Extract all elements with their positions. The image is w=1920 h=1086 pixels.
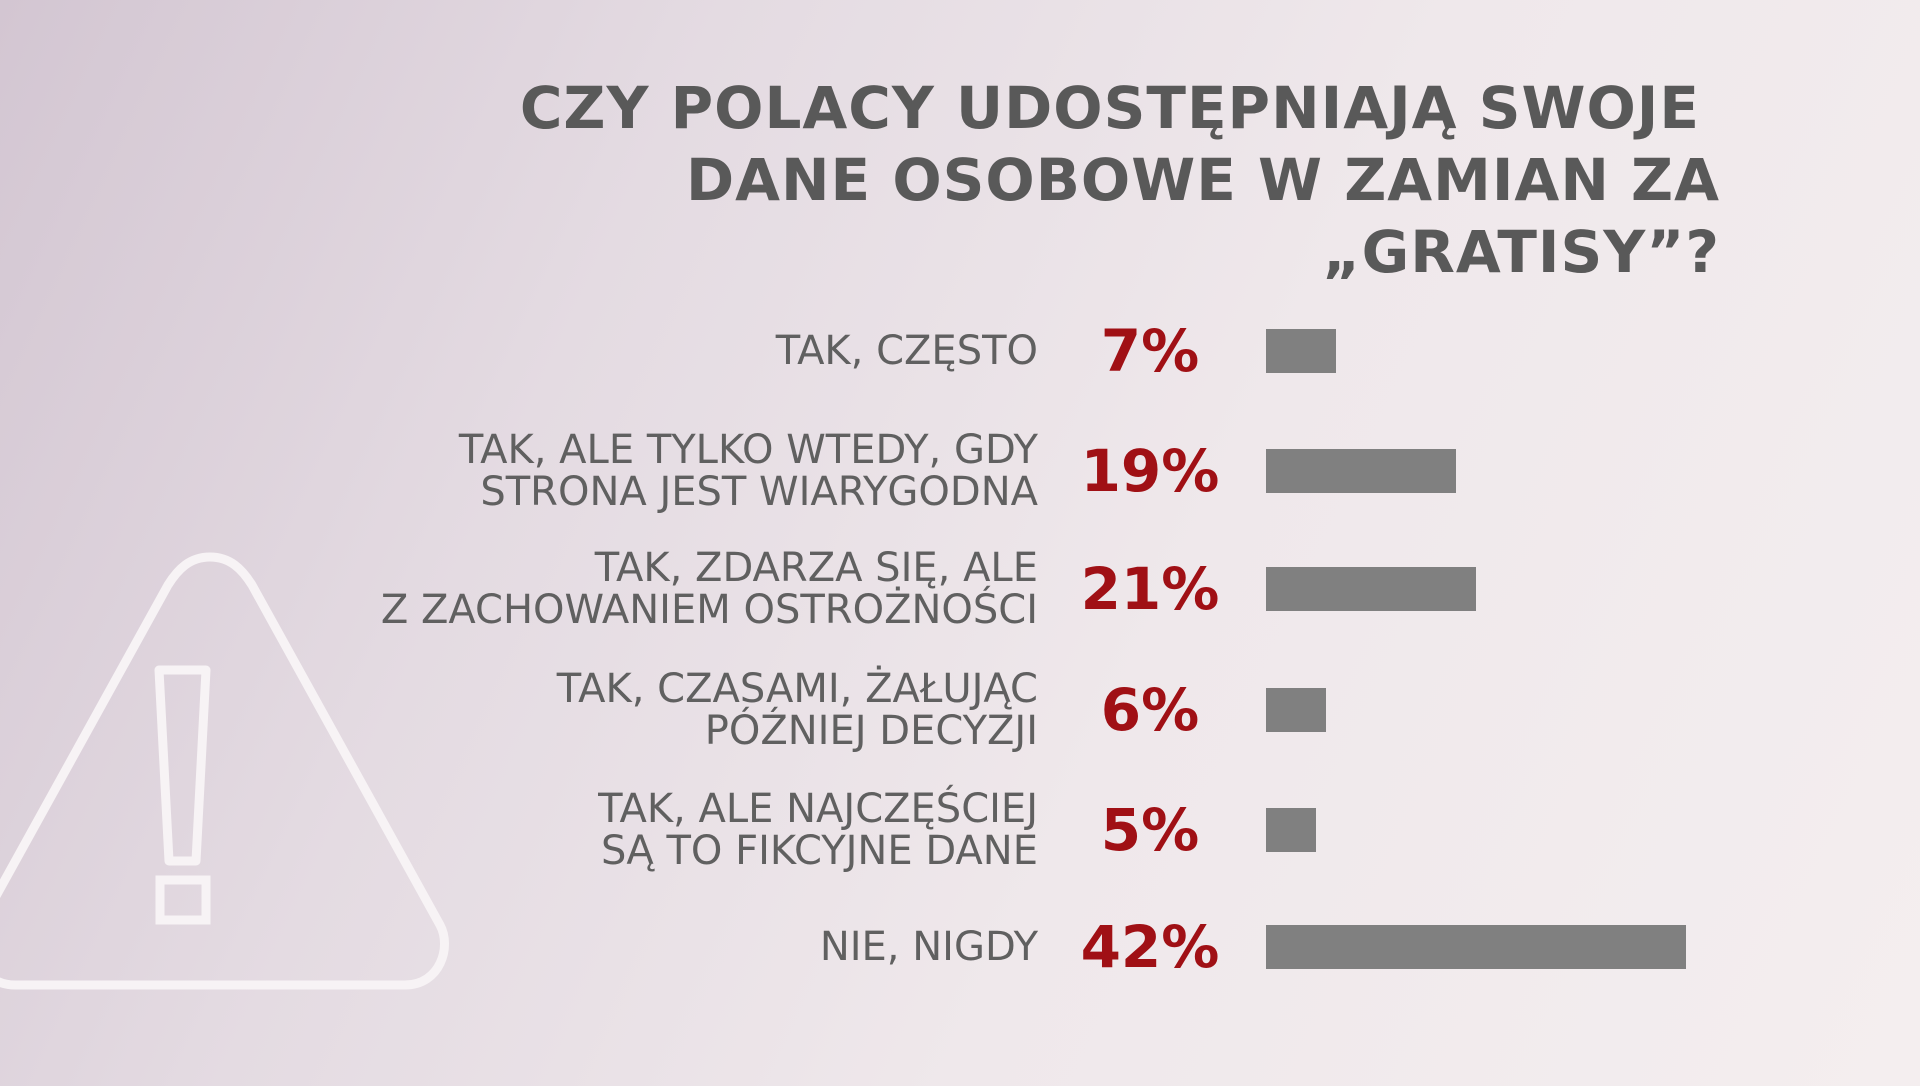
category-label-line: SĄ TO FIKCYJNE DANE	[601, 828, 1038, 874]
bar	[1266, 567, 1476, 611]
bar	[1266, 688, 1326, 732]
category-label-line: TAK, ALE TYLKO WTEDY, GDY	[458, 427, 1038, 473]
chart-title-line-2: DANE OSOBOWE W ZAMIAN ZA „GRATISY”?	[685, 146, 1720, 286]
category-label-line: PÓŹNIEJ DECYZJI	[704, 708, 1038, 754]
value-label: 6%	[1100, 676, 1200, 744]
bar	[1266, 329, 1336, 373]
value-label: 7%	[1100, 317, 1200, 385]
warning-triangle-icon	[0, 552, 449, 990]
chart-title: CZY POLACY UDOSTĘPNIAJĄ SWOJE DANE OSOBO…	[320, 72, 1720, 288]
bar	[1266, 808, 1316, 852]
category-label-line: TAK, CZASAMI, ŻAŁUJĄC	[556, 666, 1038, 712]
category-label-line: TAK, ALE NAJCZĘŚCIEJ	[598, 786, 1038, 832]
value-label: 21%	[1080, 555, 1220, 623]
category-label: NIE, NIGDY	[238, 926, 1038, 968]
category-label: TAK, ALE NAJCZĘŚCIEJ SĄ TO FIKCYJNE DANE	[238, 788, 1038, 872]
category-label-line: TAK, ZDARZA SIĘ, ALE	[594, 545, 1038, 591]
bar	[1266, 449, 1456, 493]
value-label: 19%	[1080, 437, 1220, 505]
chart-title-line-1: CZY POLACY UDOSTĘPNIAJĄ SWOJE	[519, 74, 1700, 142]
category-label: TAK, ZDARZA SIĘ, ALE Z ZACHOWANIEM OSTROŻ…	[238, 547, 1038, 631]
value-label: 5%	[1100, 796, 1200, 864]
category-label-line: NIE, NIGDY	[819, 924, 1038, 970]
category-label-line: Z ZACHOWANIEM OSTROŻNOŚCI	[380, 587, 1038, 633]
category-label-line: TAK, CZĘSTO	[775, 328, 1038, 374]
category-label: TAK, CZĘSTO	[238, 330, 1038, 372]
category-label: TAK, CZASAMI, ŻAŁUJĄC PÓŹNIEJ DECYZJI	[238, 668, 1038, 752]
category-label-line: STRONA JEST WIARYGODNA	[480, 469, 1038, 515]
category-label: TAK, ALE TYLKO WTEDY, GDY STRONA JEST WIA…	[238, 429, 1038, 513]
bar	[1266, 925, 1686, 969]
value-label: 42%	[1080, 913, 1220, 981]
